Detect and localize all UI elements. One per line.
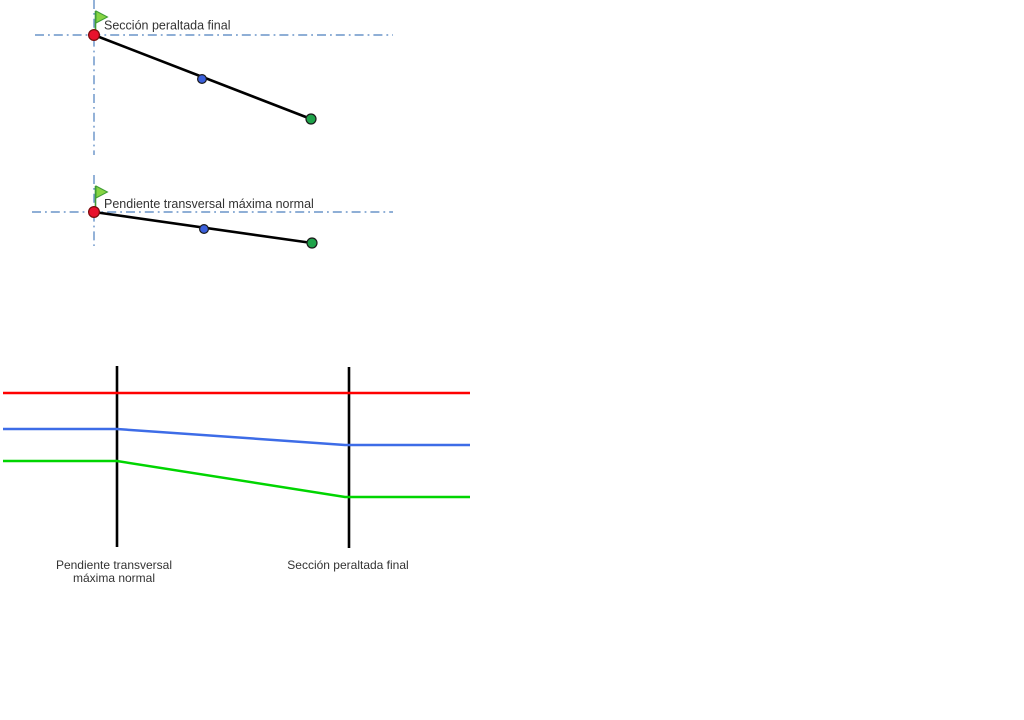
profile-view: Pendiente transversal máxima normal Secc… xyxy=(3,366,470,585)
grip-blue[interactable] xyxy=(199,224,210,235)
grip-red[interactable] xyxy=(87,206,100,219)
station-label-1-line-1: Pendiente transversal xyxy=(56,558,172,572)
flag-banner xyxy=(95,185,109,199)
station-label-1-line-2: máxima normal xyxy=(73,571,155,585)
profile-line-green[interactable] xyxy=(3,459,470,499)
station-label-1: Pendiente transversal máxima normal xyxy=(56,558,172,585)
profile-line-blue[interactable] xyxy=(3,427,470,447)
section-label: Sección peraltada final xyxy=(104,19,230,33)
grip-green[interactable] xyxy=(306,237,318,249)
station-label-2: Sección peraltada final xyxy=(287,558,408,572)
station-label-2-line-1: Sección peraltada final xyxy=(287,558,408,572)
grip-red[interactable] xyxy=(87,29,100,42)
grip-green[interactable] xyxy=(305,113,317,125)
section-view-normal: Pendiente transversal máxima normal xyxy=(32,175,393,249)
grip-blue[interactable] xyxy=(197,73,208,84)
flag-icon[interactable] xyxy=(94,185,109,210)
flag-banner xyxy=(95,10,109,24)
section-view-final: Sección peraltada final xyxy=(35,0,393,155)
section-label: Pendiente transversal máxima normal xyxy=(104,197,314,211)
